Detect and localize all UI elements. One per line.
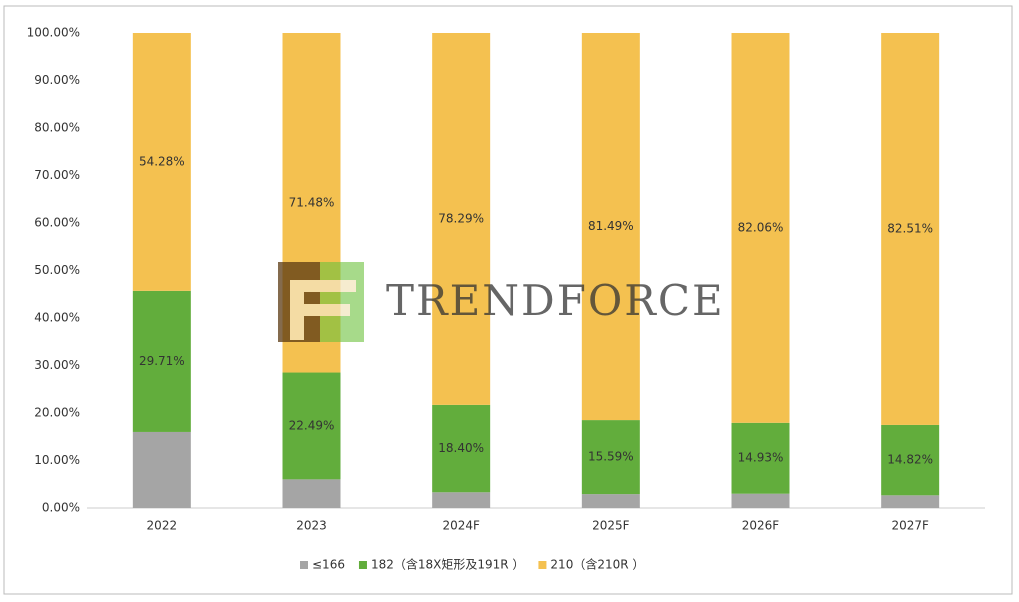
- value-label: 15.59%: [588, 450, 634, 464]
- bar-segment: [432, 404, 491, 493]
- bar-segment: [282, 479, 341, 508]
- value-label: 78.29%: [438, 211, 484, 225]
- bar-segment: [132, 33, 191, 291]
- y-tick-label: 10.00%: [34, 453, 80, 467]
- y-tick-label: 60.00%: [34, 216, 80, 230]
- x-tick-label: 2026F: [742, 519, 780, 533]
- value-label: 18.40%: [438, 441, 484, 455]
- bar-segment: [731, 493, 790, 508]
- x-tick-label: 2023: [296, 519, 327, 533]
- watermark: TRENDFORCE: [278, 262, 725, 342]
- bar-segment: [132, 431, 191, 508]
- legend-swatch: [538, 561, 547, 569]
- bar-segment: [881, 33, 940, 425]
- bar-segment: [282, 372, 341, 480]
- value-label: 29.71%: [139, 354, 185, 368]
- legend-swatch: [300, 561, 308, 569]
- bar-segment: [881, 495, 940, 508]
- value-label: 71.48%: [289, 195, 335, 209]
- value-label: 14.93%: [738, 451, 784, 465]
- value-label: 82.06%: [738, 220, 784, 234]
- bar-segment: [132, 290, 191, 432]
- legend-label: 182（含18X矩形及191R ）: [371, 557, 524, 572]
- y-tick-label: 30.00%: [34, 358, 80, 372]
- x-tick-label: 2025F: [592, 519, 630, 533]
- y-tick-label: 90.00%: [34, 73, 80, 87]
- value-label: 54.28%: [139, 154, 185, 168]
- watermark-text: TRENDFORCE: [386, 276, 725, 325]
- y-tick-label: 20.00%: [34, 406, 80, 420]
- value-label: 82.51%: [887, 221, 933, 235]
- y-tick-label: 40.00%: [34, 311, 80, 325]
- legend-label: 210（含210R ）: [550, 557, 644, 572]
- bar-segment: [432, 33, 491, 405]
- watermark-logo: [320, 262, 364, 342]
- bar-segment: [581, 33, 640, 421]
- bar-segment: [581, 494, 640, 508]
- y-tick-label: 80.00%: [34, 121, 80, 135]
- bar-segment: [731, 33, 790, 423]
- legend-swatch: [358, 561, 367, 569]
- x-tick-label: 2027F: [891, 519, 929, 533]
- bar-segment: [881, 424, 940, 496]
- y-tick-label: 70.00%: [34, 168, 80, 182]
- bar-segment: [731, 422, 790, 494]
- bar-segment: [432, 492, 491, 508]
- watermark-logo: [290, 280, 356, 340]
- value-label: 14.82%: [887, 453, 933, 467]
- legend-label: ≤166: [312, 558, 345, 572]
- value-label: 81.49%: [588, 219, 634, 233]
- x-tick-label: 2024F: [442, 519, 480, 533]
- y-tick-label: 50.00%: [34, 263, 80, 277]
- x-tick-label: 2022: [147, 519, 178, 533]
- y-tick-label: 100.00%: [27, 26, 80, 40]
- y-tick-label: 0.00%: [42, 501, 80, 515]
- bar-segment: [581, 420, 640, 495]
- value-label: 22.49%: [289, 418, 335, 432]
